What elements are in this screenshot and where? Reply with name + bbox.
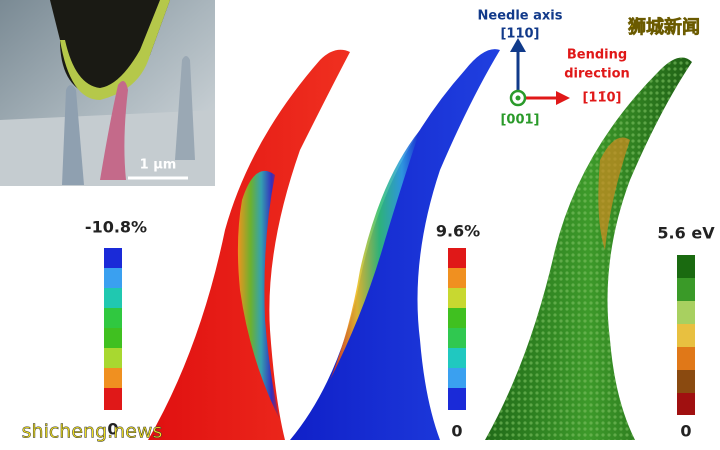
colorbar: -10.8% 0 [85, 218, 147, 439]
needle-axis-index: [110] [500, 27, 539, 42]
colorbar: 5.6 eV 0 [657, 224, 715, 441]
watermark: shicheng.news [22, 421, 163, 443]
bending-index: [11̄0] [582, 91, 621, 106]
needle-strain-tensile [290, 49, 500, 441]
needle-axis-label: Needle axis [478, 9, 563, 24]
needle-strain-compressive [148, 49, 350, 440]
watermark: 狮城新闻 [628, 16, 700, 38]
colorbar-max: -10.8% [85, 218, 147, 237]
bending-label: Bending [567, 48, 627, 63]
orientation-axes: Needle axis [110] Bending direction [11̄… [478, 9, 630, 128]
colorbar-max: 9.6% [436, 222, 480, 241]
colorbar-max: 5.6 eV [657, 224, 715, 243]
colorbar-min: 0 [107, 420, 118, 439]
colorbar: 9.6% 0 [436, 222, 480, 441]
colorbar-min: 0 [680, 422, 691, 441]
bending-label: direction [564, 67, 630, 82]
needle-band-gap [485, 57, 692, 440]
colorbar-min: 0 [451, 422, 462, 441]
normal-index: [001] [500, 113, 539, 128]
sem-inset: 1 µm [0, 0, 215, 186]
scale-bar-label: 1 µm [140, 158, 177, 173]
